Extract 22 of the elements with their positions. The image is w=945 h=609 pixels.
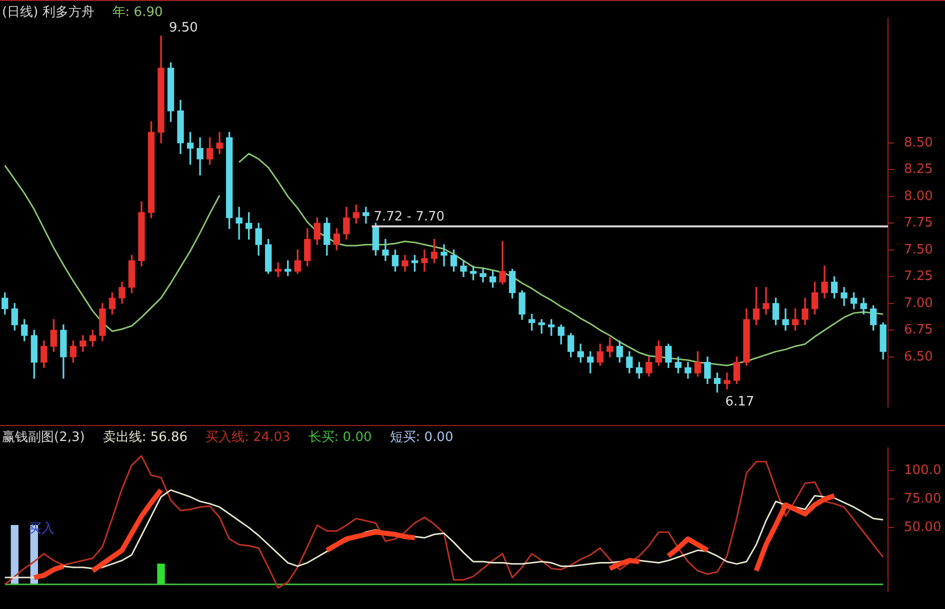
chart-title: (日线) 利多方舟 (2, 4, 94, 21)
text: 长买: 0.00 (308, 429, 372, 446)
ref-line-label: 7.72 - 7.70 (374, 209, 445, 224)
y-tick-label: 6.50 (904, 349, 933, 364)
y-tick-label: 100.0 (904, 463, 942, 478)
text: 短买: 0.00 (390, 429, 454, 446)
y-tick-label: 7.00 (904, 296, 933, 311)
y-tick-label: 8.00 (904, 188, 933, 204)
y-tick-label: 6.75 (904, 322, 933, 338)
y-tick-label: 8.50 (904, 135, 933, 150)
y-tick-label: 7.25 (904, 269, 933, 284)
annotation: 6.17 (725, 394, 754, 410)
annotation: 9.50 (169, 20, 198, 36)
y-tick-label: 7.50 (904, 242, 933, 258)
annotation: 年: 6.90 (112, 4, 163, 21)
chart-title: 赢钱副图(2,3) (2, 429, 85, 446)
y-tick-label: 50.00 (904, 520, 942, 535)
y-tick-label: 8.25 (904, 162, 933, 178)
text: 卖出线: 56.86 (102, 429, 188, 446)
y-tick-label: 7.75 (904, 216, 933, 231)
y-tick-label: 75.00 (904, 492, 942, 507)
text: 买入线: 24.03 (206, 429, 290, 446)
